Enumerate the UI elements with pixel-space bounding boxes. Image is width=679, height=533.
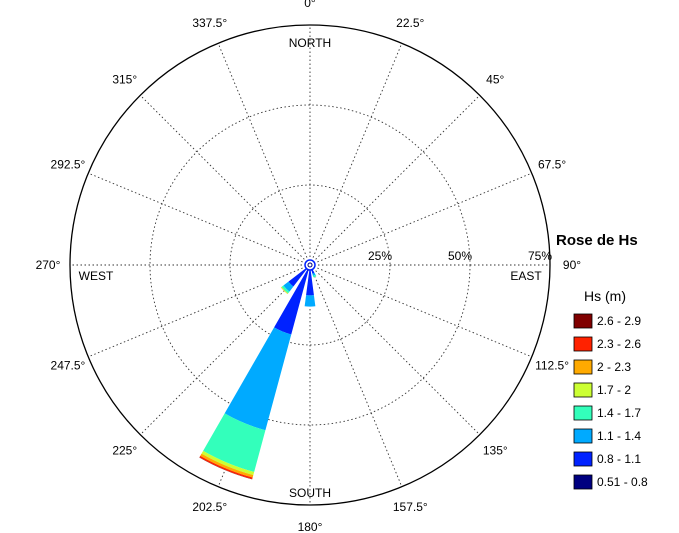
outer-ring — [69, 24, 551, 506]
angle-tick-label: 67.5° — [538, 158, 566, 172]
legend-item-label: 0.8 - 1.1 — [597, 452, 641, 466]
center-dot — [307, 262, 313, 268]
angle-tick-label: 202.5° — [192, 500, 227, 514]
cardinal-east-label: EAST — [510, 269, 542, 283]
rose-segment — [312, 272, 316, 276]
rose-segment — [199, 455, 253, 480]
rose-segment — [281, 285, 290, 294]
legend-swatch — [573, 428, 593, 444]
rose-sectors — [199, 259, 317, 480]
angle-tick-label: 315° — [112, 73, 137, 87]
grid-spoke — [309, 172, 532, 266]
rose-segment — [281, 286, 289, 294]
angle-tick-label: 22.5° — [396, 16, 424, 30]
polar-grid — [69, 24, 551, 506]
angle-tick-label: 90° — [563, 258, 581, 272]
rose-segment — [203, 413, 266, 472]
grid-spoke — [139, 94, 311, 266]
legend-swatch — [573, 336, 593, 352]
angle-tick-label: 0° — [304, 0, 316, 10]
legend: Rose de Hs Hs (m) 2.6 - 2.9 2.3 - 2.6 2 - … — [556, 232, 648, 490]
polar-labels: NORTH SOUTH EAST WEST 0° 22.5° 45° 67.5° 90°… — [36, 0, 582, 533]
rose-segment — [312, 274, 317, 278]
legend-item-label: 1.7 - 2 — [597, 383, 631, 397]
legend-swatch — [573, 359, 593, 375]
legend-item-label: 2 - 2.3 — [597, 360, 631, 374]
legend-item-label: 2.6 - 2.9 — [597, 314, 641, 328]
angle-tick-label: 247.5° — [51, 358, 86, 372]
legend-item-label: 0.51 - 0.8 — [597, 475, 648, 489]
grid-spoke — [309, 43, 403, 266]
radial-tick-label: 50% — [448, 249, 472, 263]
legend-swatch — [573, 451, 593, 467]
grid-spoke — [309, 264, 532, 358]
angle-tick-label: 135° — [483, 443, 508, 457]
angle-tick-label: 292.5° — [51, 158, 86, 172]
cardinal-north-label: NORTH — [289, 36, 331, 50]
cardinal-west-label: WEST — [79, 269, 114, 283]
grid-ring — [229, 184, 391, 346]
legend-swatch — [573, 474, 593, 490]
rose-segment — [306, 268, 314, 296]
grid-spoke — [88, 264, 311, 358]
rose-segment — [288, 266, 309, 287]
angle-tick-label: 112.5° — [535, 358, 569, 372]
legend-subtitle: Hs (m) — [584, 288, 626, 304]
angle-tick-label: 45° — [486, 73, 504, 87]
rose-segment — [201, 450, 255, 476]
legend-swatch — [573, 382, 593, 398]
angle-tick-label: 270° — [36, 258, 61, 272]
grid-spoke — [309, 264, 403, 487]
angle-tick-label: 157.5° — [393, 500, 428, 514]
angle-tick-label: 337.5° — [192, 16, 227, 30]
grid-ring — [149, 104, 471, 426]
rose-segment — [224, 327, 292, 431]
rose-segment — [283, 281, 294, 292]
legend-item-label: 1.1 - 1.4 — [597, 429, 641, 443]
legend-swatch — [573, 313, 593, 329]
grid-spoke — [139, 264, 311, 436]
rose-segment — [304, 295, 316, 307]
legend-title: Rose de Hs — [556, 232, 638, 249]
cardinal-south-label: SOUTH — [289, 486, 331, 500]
radial-tick-label: 75% — [528, 249, 552, 263]
grid-spoke — [309, 264, 481, 436]
grid-spoke — [217, 43, 311, 266]
rose-segment — [200, 453, 254, 478]
legend-item-label: 2.3 - 2.6 — [597, 337, 641, 351]
legend-swatch — [573, 405, 593, 421]
radial-tick-label: 25% — [368, 249, 392, 263]
rose-segment — [280, 287, 288, 295]
angle-tick-label: 225° — [112, 443, 137, 457]
grid-spoke — [88, 172, 311, 266]
legend-item-label: 1.4 - 1.7 — [597, 406, 641, 420]
rose-segment — [274, 270, 309, 335]
angle-tick-label: 180° — [298, 520, 323, 533]
grid-spoke — [309, 94, 481, 266]
